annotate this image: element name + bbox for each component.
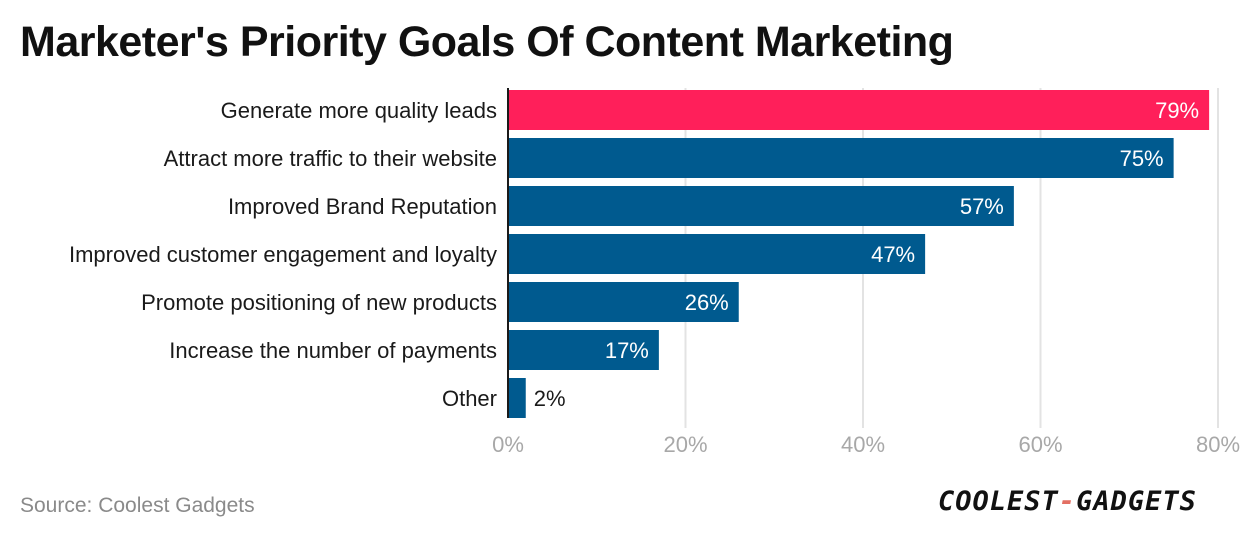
source-note: Source: Coolest Gadgets [20, 494, 255, 517]
bar [508, 330, 659, 370]
category-label: Attract more traffic to their website [164, 146, 497, 171]
category-label: Other [442, 386, 497, 411]
x-tick-label: 0% [492, 432, 524, 457]
category-label: Improved Brand Reputation [228, 194, 497, 219]
x-tick-label: 80% [1196, 432, 1240, 457]
bar [508, 90, 1210, 130]
category-label: Promote positioning of new products [141, 290, 497, 315]
value-label: 2% [534, 386, 566, 411]
value-label: 57% [960, 194, 1004, 219]
bar [508, 138, 1174, 178]
category-label: Generate more quality leads [221, 98, 497, 123]
chart-title: Marketer's Priority Goals Of Content Mar… [20, 18, 954, 66]
x-tick-label: 40% [841, 432, 885, 457]
logo-separator: - [1058, 486, 1077, 517]
bar [508, 378, 526, 418]
brand-logo: COOLEST-GADGETS [938, 486, 1197, 517]
value-label: 75% [1120, 146, 1164, 171]
category-label: Increase the number of payments [169, 338, 497, 363]
logo-part-1: COOLEST [938, 486, 1059, 517]
bar [508, 282, 739, 322]
logo-part-2: GADGETS [1076, 486, 1197, 517]
value-label: 26% [685, 290, 729, 315]
bar [508, 234, 926, 274]
labels: 0% 20% 40% 60% 80% Generate more quality lead… [69, 98, 1240, 457]
value-label: 79% [1155, 98, 1199, 123]
value-label: 47% [871, 242, 915, 267]
x-tick-label: 20% [663, 432, 707, 457]
bar [508, 186, 1014, 226]
x-tick-label: 60% [1018, 432, 1062, 457]
category-label: Improved customer engagement and loyalty [69, 242, 497, 267]
bars [508, 90, 1210, 418]
value-label: 17% [605, 338, 649, 363]
